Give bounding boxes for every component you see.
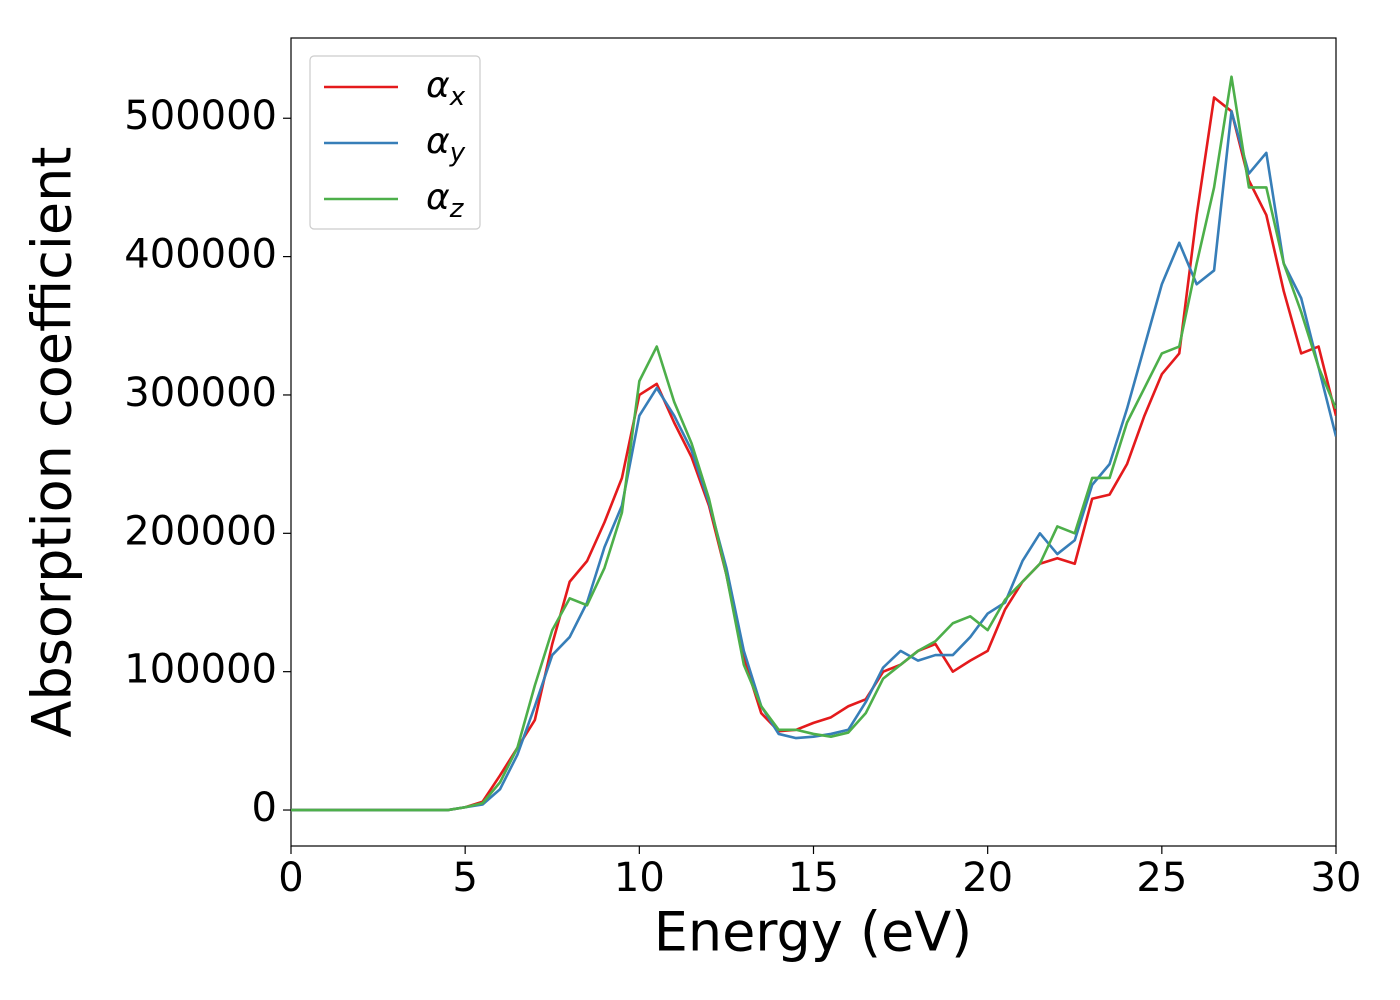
y-tick-label: 0 bbox=[252, 785, 277, 831]
y-axis-label: Absorption coefficient bbox=[21, 147, 84, 738]
legend-label: αy bbox=[426, 121, 466, 168]
y-tick-label: 500000 bbox=[124, 93, 277, 139]
x-tick-label: 5 bbox=[452, 855, 477, 901]
legend-label: αx bbox=[426, 65, 466, 112]
x-tick-label: 0 bbox=[278, 855, 303, 901]
x-axis-label: Energy (eV) bbox=[654, 901, 973, 964]
y-tick-label: 400000 bbox=[124, 232, 277, 278]
line-series bbox=[291, 75, 1336, 812]
x-tick-label: 25 bbox=[1136, 855, 1187, 901]
y-tick-label: 300000 bbox=[124, 370, 277, 416]
x-tick-label: 20 bbox=[962, 855, 1013, 901]
x-tick-label: 10 bbox=[614, 855, 665, 901]
y-tick-label: 100000 bbox=[124, 647, 277, 693]
x-tick-label: 30 bbox=[1311, 855, 1362, 901]
y-tick-label: 200000 bbox=[124, 508, 277, 554]
legend-label: αz bbox=[426, 177, 465, 224]
x-tick-label: 15 bbox=[788, 855, 839, 901]
